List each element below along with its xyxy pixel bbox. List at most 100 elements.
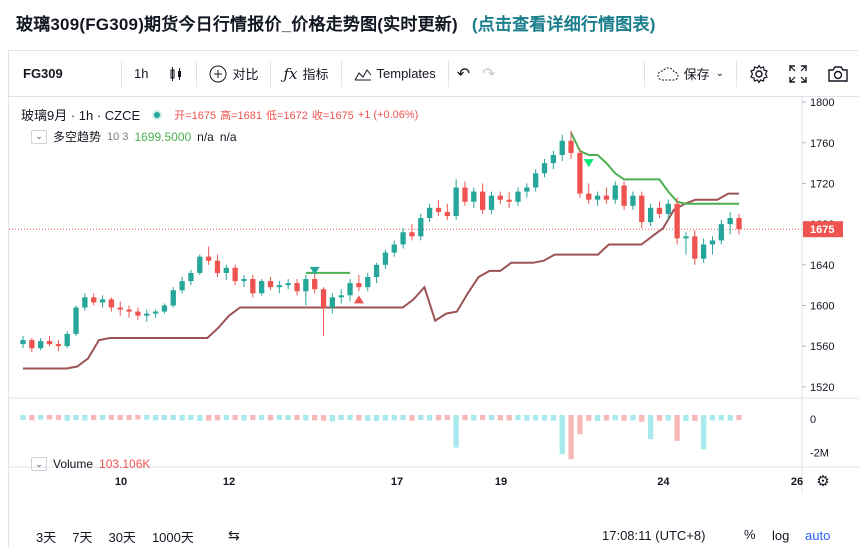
- price-tick-label: 1600: [810, 300, 834, 312]
- volume-collapse-chevron-icon[interactable]: ⌄: [31, 457, 47, 471]
- volume-bar: [29, 415, 35, 421]
- candle-body: [603, 195, 610, 200]
- volume-bar: [91, 415, 97, 421]
- series-legend: 玻璃9月 · 1h · CZCE 开=1675 高=1681 低=1672 收=…: [21, 105, 418, 124]
- redo-icon: ↷: [482, 65, 496, 83]
- range-7d[interactable]: 7天: [72, 529, 93, 545]
- candle-body: [347, 283, 353, 296]
- volume-bar: [709, 415, 716, 421]
- volume-bar: [541, 415, 548, 421]
- date-tick-label: 17: [391, 476, 403, 488]
- indicator-value: 1699.5000: [134, 129, 192, 144]
- candle-body: [630, 195, 636, 206]
- volume-bar: [73, 415, 79, 421]
- page-title-text: 玻璃309(FG309)期货今日行情报价_价格走势图(实时更新): [16, 15, 458, 34]
- price-tick-label: 1640: [810, 260, 834, 272]
- volume-bar: [515, 415, 521, 421]
- candle-body: [568, 140, 574, 153]
- volume-value: 103.106K: [99, 457, 151, 471]
- redo-button[interactable]: ↷: [476, 51, 501, 97]
- fullscreen-button[interactable]: [779, 51, 817, 97]
- volume-bar: [232, 415, 238, 421]
- candle-body: [152, 311, 159, 314]
- snapshot-button[interactable]: [817, 51, 859, 97]
- undo-button[interactable]: ↶: [451, 51, 476, 97]
- candle-body: [179, 281, 185, 291]
- percent-scale-toggle[interactable]: %: [744, 527, 756, 542]
- volume-bar: [188, 415, 194, 421]
- save-button[interactable]: 保存 ⌄: [647, 51, 734, 97]
- volume-legend: ⌄ Volume 103.106K: [31, 457, 150, 471]
- toolbar-divider: [196, 60, 198, 87]
- volume-bar: [435, 415, 442, 421]
- axis-settings-gear-icon[interactable]: ⚙: [816, 473, 829, 490]
- interval-button[interactable]: 1h: [124, 51, 158, 97]
- indicator-legend: ⌄ 多空趋势 10 3 1699.5000 n/a n/a: [31, 128, 237, 145]
- toolbar-divider: [736, 60, 737, 87]
- symbol-search-button[interactable]: FG309: [9, 51, 119, 97]
- compare-button[interactable]: 对比: [199, 51, 268, 97]
- chart-style-button[interactable]: [158, 51, 194, 97]
- indicators-button[interactable]: ƒx 指标: [273, 51, 338, 97]
- price-chart[interactable]: 180017601720168016401600156015200-2M1012…: [9, 97, 859, 493]
- range-1000d[interactable]: 1000天: [151, 529, 194, 545]
- candle-body: [82, 297, 88, 308]
- candle-body: [550, 154, 557, 164]
- candle-body: [338, 295, 344, 298]
- candle-body: [250, 279, 256, 294]
- candle-body: [241, 279, 247, 282]
- volume-bar: [99, 415, 106, 420]
- volume-bar: [524, 415, 530, 421]
- volume-bar: [612, 415, 618, 421]
- candle-body: [259, 281, 265, 294]
- settings-button[interactable]: [739, 51, 779, 97]
- indicator-params: 10 3: [107, 130, 129, 143]
- legend-open: 开=1675: [174, 109, 217, 122]
- save-label: 保存: [683, 67, 710, 82]
- candle-body: [621, 185, 627, 206]
- log-scale-toggle[interactable]: log: [772, 528, 790, 543]
- candle-body: [38, 341, 44, 349]
- candle-body: [46, 341, 53, 345]
- candle-body: [524, 187, 530, 192]
- candle-body: [577, 152, 583, 194]
- auto-scale-toggle[interactable]: auto: [805, 528, 831, 543]
- detail-chart-link[interactable]: (点击查看详细行情图表): [471, 15, 656, 34]
- indicators-label: 指标: [302, 67, 329, 82]
- volume-bar: [347, 415, 353, 421]
- date-tick-label: 19: [495, 476, 507, 488]
- date-tick-label: 26: [791, 476, 803, 488]
- indicator-na-1: n/a: [197, 129, 214, 144]
- candle-body: [276, 285, 282, 288]
- symbol-label: FG309: [23, 66, 63, 81]
- candle-body: [594, 195, 601, 200]
- candle-body: [373, 264, 380, 277]
- date-range-icon[interactable]: ⇆: [228, 527, 240, 543]
- candle-body: [312, 279, 318, 290]
- volume-bar: [320, 415, 327, 421]
- range-3d[interactable]: 3天: [36, 529, 57, 545]
- volume-bar: [223, 415, 229, 421]
- collapse-chevron-icon[interactable]: ⌄: [31, 129, 47, 144]
- sell-signal-marker: [583, 159, 594, 168]
- candle-body: [444, 211, 450, 216]
- range-30d[interactable]: 30天: [108, 529, 136, 545]
- candle-body: [294, 283, 300, 292]
- candle-body: [418, 218, 424, 237]
- volume-bar: [382, 415, 389, 421]
- volume-bar: [665, 415, 671, 421]
- candle-body: [462, 187, 468, 202]
- candle-body: [506, 199, 512, 202]
- templates-button[interactable]: Templates: [344, 51, 446, 97]
- volume-bar: [391, 415, 397, 421]
- candle-body: [99, 299, 106, 303]
- volume-bar: [259, 415, 265, 421]
- chevron-down-icon: ⌄: [715, 68, 724, 79]
- volume-bar: [630, 415, 636, 421]
- current-price-label: 1675: [810, 224, 834, 236]
- volume-bar: [117, 415, 123, 421]
- candle-body: [303, 279, 309, 292]
- candle-style-icon: [170, 66, 182, 81]
- undo-icon: ↶: [456, 65, 471, 83]
- candle-body: [320, 289, 327, 308]
